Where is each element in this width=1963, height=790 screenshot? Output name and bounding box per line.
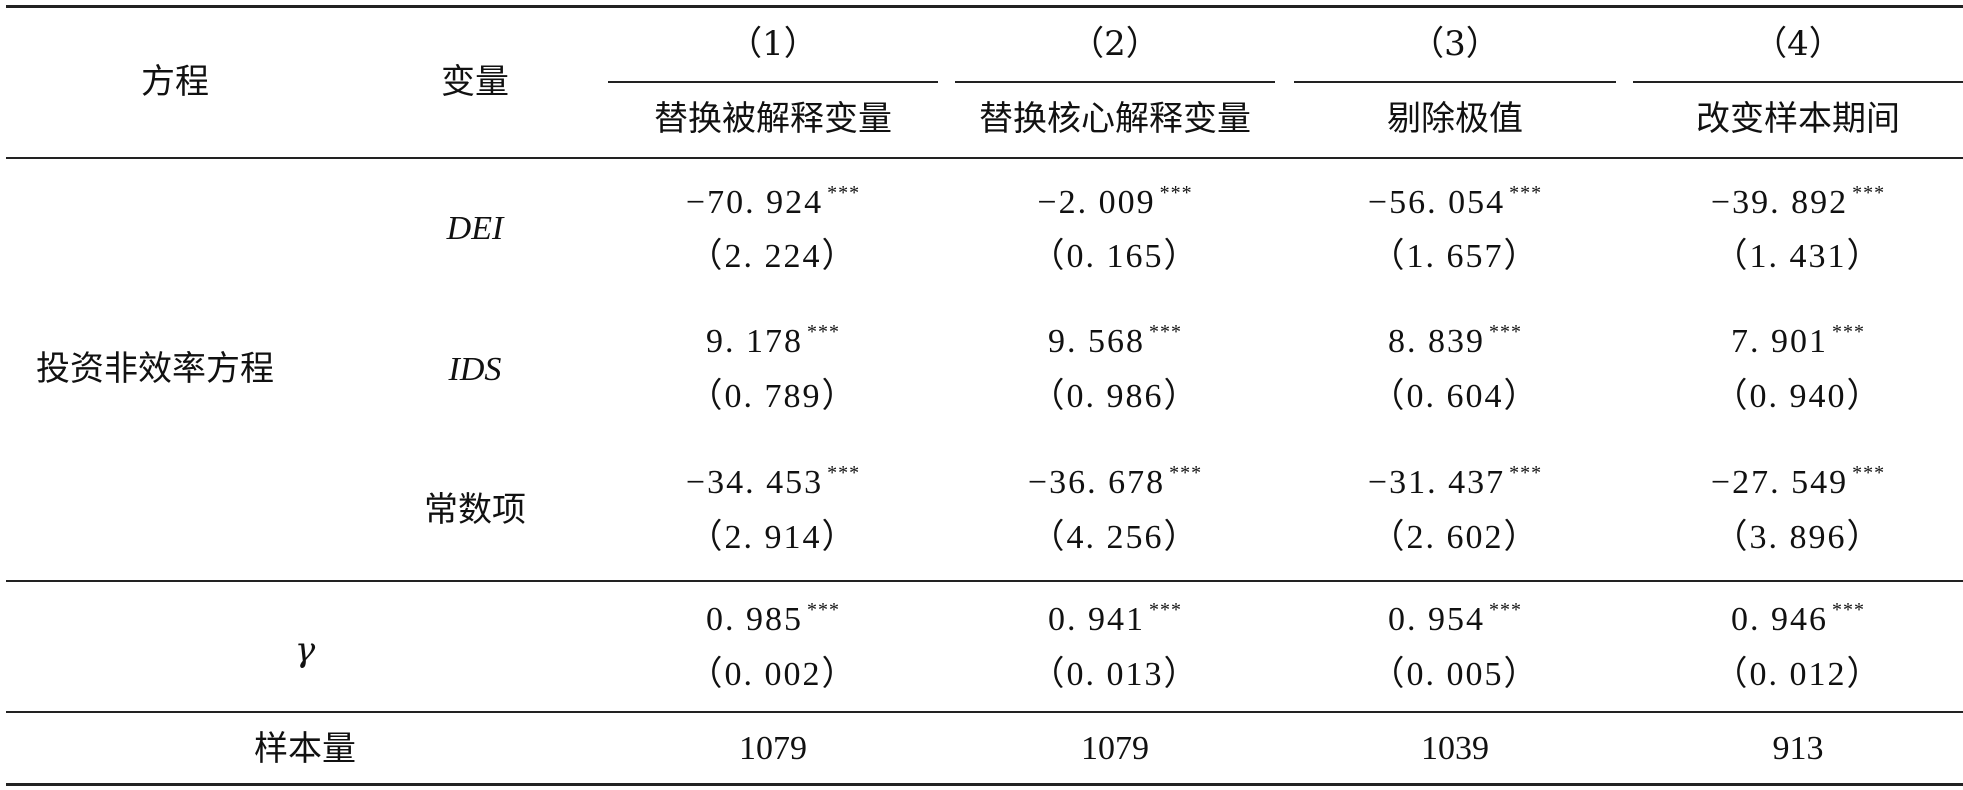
coef-cell: 9. 178 *** [706,321,840,360]
coef-cell: 0. 954 *** [1388,599,1522,638]
variable-ids: IDS [448,351,502,388]
coef-cell: −2. 009 *** [1037,182,1193,221]
sample-size-label: 样本量 [254,729,356,769]
sample-size-value: 1039 [1421,730,1489,767]
column-1-rule [608,81,938,83]
column-3-rule [1294,81,1616,83]
variable-dei: DEI [446,210,504,247]
coef-cell: −39. 892 *** [1710,182,1886,221]
se-cell: （0. 789） [688,378,858,415]
column-3-number: （3） [1410,24,1500,64]
se-cell: （2. 224） [688,238,858,275]
header-bottom-rule [6,157,1963,159]
equation-header: 方程 [141,62,209,102]
column-4-rule [1633,81,1963,83]
se-cell: （0. 013） [1030,656,1200,693]
column-2-number: （2） [1070,24,1160,64]
column-3-title: 剔除极值 [1387,99,1523,139]
se-cell: （3. 896） [1713,519,1883,556]
coef-cell: −27. 549 *** [1710,462,1886,501]
coef-cell: 0. 985 *** [706,599,840,638]
se-cell: （2. 602） [1370,519,1540,556]
variable-constant: 常数项 [424,490,526,530]
column-4-number: （4） [1753,24,1843,64]
table-top-rule [6,5,1963,8]
coef-cell: −56. 054 *** [1367,182,1543,221]
sample-size-value: 913 [1772,730,1824,767]
se-cell: （0. 604） [1370,378,1540,415]
gamma-label: γ [294,630,316,670]
column-1-number: （1） [728,24,818,64]
coef-cell: 9. 568 *** [1048,321,1182,360]
sample-size-value: 1079 [1081,730,1149,767]
column-2-rule [955,81,1275,83]
se-cell: （0. 165） [1030,238,1200,275]
se-cell: （0. 986） [1030,378,1200,415]
se-cell: （1. 431） [1713,238,1883,275]
column-4-title: 改变样本期间 [1696,99,1900,139]
se-cell: （0. 940） [1713,378,1883,415]
coef-cell: −36. 678 *** [1027,462,1203,501]
se-cell: （1. 657） [1370,238,1540,275]
se-cell: （0. 002） [688,656,858,693]
se-cell: （0. 005） [1370,656,1540,693]
equation-bottom-rule [6,580,1963,582]
coef-cell: −34. 453 *** [685,462,861,501]
coef-cell: −70. 924 *** [685,182,861,221]
se-cell: （2. 914） [688,519,858,556]
column-2-title: 替换核心解释变量 [979,99,1251,139]
column-1-title: 替换被解释变量 [654,99,892,139]
coef-cell: 7. 901 *** [1731,321,1865,360]
coef-cell: −31. 437 *** [1367,462,1543,501]
gamma-bottom-rule [6,711,1963,713]
equation-name: 投资非效率方程 [36,349,274,389]
coef-cell: 8. 839 *** [1388,321,1522,360]
coef-cell: 0. 946 *** [1731,599,1865,638]
table-bottom-rule [6,783,1963,786]
se-cell: （4. 256） [1030,519,1200,556]
se-cell: （0. 012） [1713,656,1883,693]
coef-cell: 0. 941 *** [1048,599,1182,638]
variable-header: 变量 [441,62,509,102]
sample-size-value: 1079 [739,730,807,767]
